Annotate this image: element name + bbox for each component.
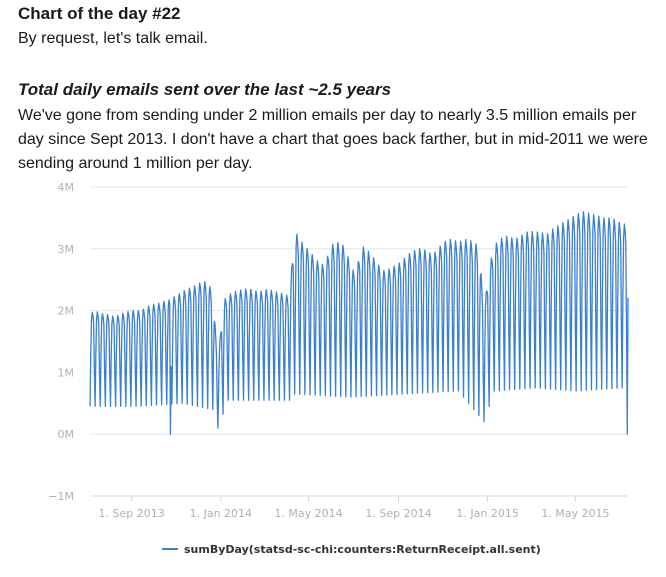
y-tick-label: 2M <box>58 305 75 318</box>
x-axis: 1. Sep 2013 1. Jan 2014 1. May 2014 1. Sep … <box>90 495 628 520</box>
x-tick-label: 1. May 2015 <box>541 507 609 520</box>
section-body: We've gone from sending under 2 million … <box>18 107 648 172</box>
y-tick-label: 0M <box>58 428 75 441</box>
post-title: Chart of the day #22 <box>18 4 181 23</box>
post-intro: By request, let's talk email. <box>18 30 208 47</box>
chart-legend[interactable]: sumByDay(statsd-sc-chi:counters:ReturnRe… <box>162 543 541 556</box>
chart-series <box>89 211 629 435</box>
y-tick-label: −1M <box>48 490 74 503</box>
series-line <box>89 211 629 435</box>
x-tick-label: 1. Sep 2013 <box>99 507 165 520</box>
emails-sent-chart: 4M 3M 2M 1M 0M −1M 1. Sep 2013 1. Jan 2014 1. M… <box>48 181 629 556</box>
x-tick-label: 1. May 2014 <box>274 507 342 520</box>
y-tick-label: 4M <box>58 181 75 194</box>
x-tick-label: 1. Jan 2015 <box>456 507 518 520</box>
y-tick-label: 3M <box>58 243 75 256</box>
y-tick-label: 1M <box>58 366 75 379</box>
section-title: Total daily emails sent over the last ~2… <box>18 80 392 99</box>
legend-label: sumByDay(statsd-sc-chi:counters:ReturnRe… <box>184 543 541 556</box>
y-axis: 4M 3M 2M 1M 0M −1M <box>48 181 74 503</box>
x-tick-label: 1. Sep 2014 <box>365 507 431 520</box>
chart-container: 4M 3M 2M 1M 0M −1M 1. Sep 2013 1. Jan 2014 1. M… <box>0 176 666 572</box>
x-tick-label: 1. Jan 2014 <box>190 507 252 520</box>
